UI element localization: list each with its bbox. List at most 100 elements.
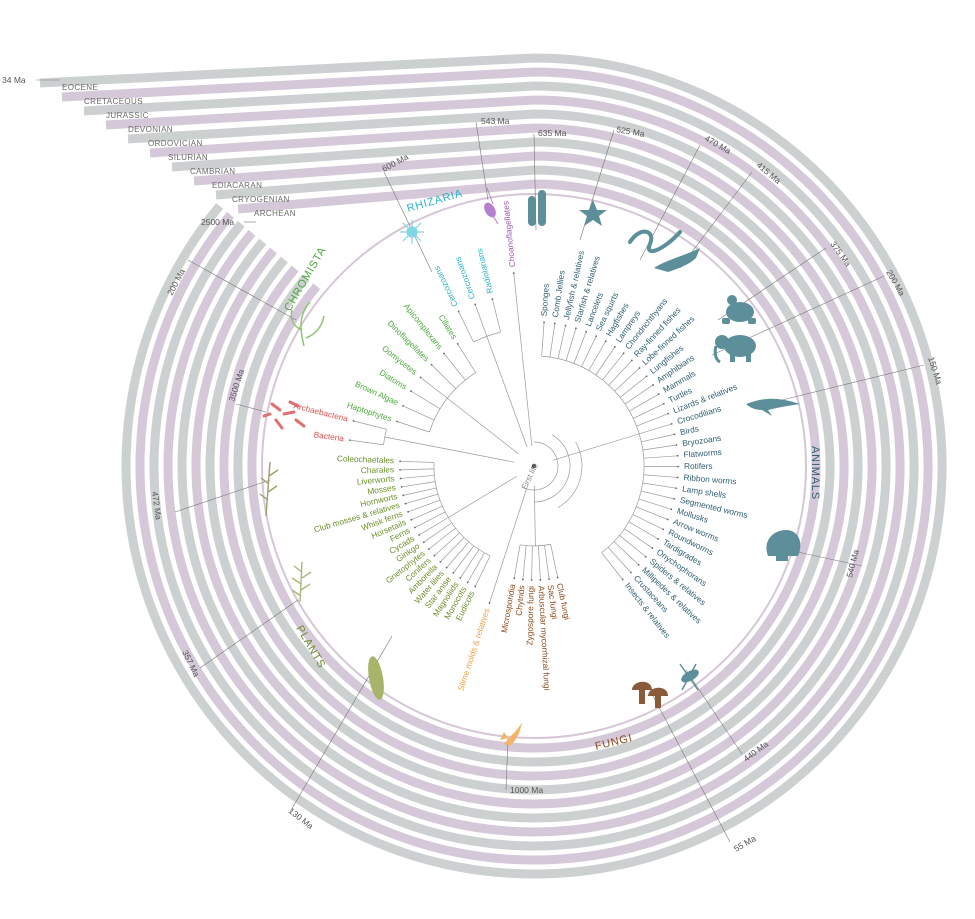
- tip-node: [452, 572, 454, 574]
- tip-node: [646, 375, 648, 377]
- taxon-label: Rotifers: [684, 461, 713, 471]
- tip-node: [667, 519, 669, 521]
- taxon-label: Cercozoans: [453, 256, 478, 301]
- tip-node: [575, 327, 577, 329]
- tip-node: [670, 508, 672, 510]
- branch: [429, 528, 456, 549]
- tip-node: [400, 478, 402, 480]
- branch: [460, 550, 479, 578]
- tip-node: [657, 538, 659, 540]
- taxon-label: Haptophytes: [346, 400, 393, 424]
- tip-node: [522, 579, 524, 581]
- tip-node: [513, 272, 515, 274]
- branch: [475, 304, 487, 336]
- branch: [459, 311, 474, 342]
- branch: [629, 522, 658, 539]
- branch: [534, 486, 535, 546]
- sponge-icon: [528, 190, 546, 226]
- tip-node: [677, 477, 679, 479]
- tip-node: [414, 527, 416, 529]
- tip-node: [459, 577, 461, 579]
- tip-node: [489, 602, 491, 604]
- taxon-label: Zygospore fungi: [524, 586, 535, 646]
- tip-node: [474, 303, 476, 305]
- tip-node: [675, 487, 677, 489]
- era-label-cambrian: CAMBRIAN: [190, 167, 235, 176]
- tip-node: [513, 577, 515, 579]
- tip-node: [585, 331, 587, 333]
- branch: [402, 482, 436, 487]
- era-spiral-bands: [40, 58, 942, 874]
- tip-node: [539, 579, 541, 581]
- taxon-label: Birds: [679, 423, 700, 437]
- branch: [538, 546, 540, 580]
- tip-node: [623, 352, 625, 354]
- first-life-label: First life: [520, 461, 541, 491]
- tip-node: [428, 548, 430, 550]
- branch: [633, 514, 664, 529]
- tip-node: [595, 335, 597, 337]
- branch: [424, 523, 452, 542]
- branch: [403, 406, 434, 420]
- branch: [403, 488, 436, 495]
- ma-label: 635 Ma: [538, 128, 567, 138]
- tip-node: [405, 503, 407, 505]
- branch: [408, 500, 440, 512]
- branch: [641, 434, 674, 441]
- tip-node: [677, 466, 679, 468]
- branch: [490, 571, 501, 603]
- tip-node: [439, 561, 441, 563]
- branch: [558, 325, 565, 358]
- branch: [354, 421, 387, 429]
- tip-node: [407, 511, 409, 513]
- branch: [401, 475, 435, 478]
- tip-node: [605, 340, 607, 342]
- group-animals: ANIMALS: [809, 446, 821, 500]
- tip-node: [402, 405, 404, 407]
- branch: [619, 535, 645, 556]
- branch: [523, 546, 526, 580]
- branch: [636, 507, 668, 520]
- branch: [596, 347, 615, 375]
- bird-icon: [746, 399, 800, 416]
- tip-node: [674, 433, 676, 435]
- branch: [620, 376, 647, 397]
- era-label-jurassic: JURASSIC: [106, 111, 149, 120]
- era-label-cryogenian: CRYOGENIAN: [232, 195, 290, 204]
- branch: [492, 299, 500, 332]
- branch: [514, 545, 520, 578]
- tip-node: [349, 439, 351, 441]
- taxon-label: Archaebacteria: [293, 400, 350, 423]
- branch: [532, 546, 533, 580]
- branch: [385, 437, 515, 462]
- tip-node: [622, 579, 624, 581]
- era-label-cretaceous: CRETACEOUS: [84, 97, 143, 106]
- branch: [551, 544, 558, 577]
- tip-node: [399, 460, 401, 462]
- mushroom-icon: [632, 682, 668, 708]
- era-band: [172, 142, 858, 790]
- tip-node: [662, 529, 664, 531]
- taxon-label: Charales: [361, 464, 394, 475]
- branch: [641, 491, 674, 499]
- tip-node: [474, 586, 476, 588]
- branch: [644, 475, 678, 478]
- branch: [400, 461, 434, 462]
- tip-node: [420, 376, 422, 378]
- branch: [487, 336, 527, 447]
- branch: [440, 538, 464, 562]
- tip-node: [434, 555, 436, 557]
- branch-arc: [558, 442, 582, 508]
- branch: [458, 344, 476, 373]
- branch: [475, 556, 490, 587]
- branch: [639, 499, 671, 509]
- leader-line: [384, 172, 432, 272]
- elephant-icon: [715, 335, 756, 362]
- ma-label: 1000 Ma: [510, 785, 543, 795]
- branch: [542, 322, 544, 356]
- branch: [609, 360, 632, 385]
- tip-node: [671, 423, 673, 425]
- frog-icon: [722, 295, 756, 324]
- branch: [350, 440, 384, 445]
